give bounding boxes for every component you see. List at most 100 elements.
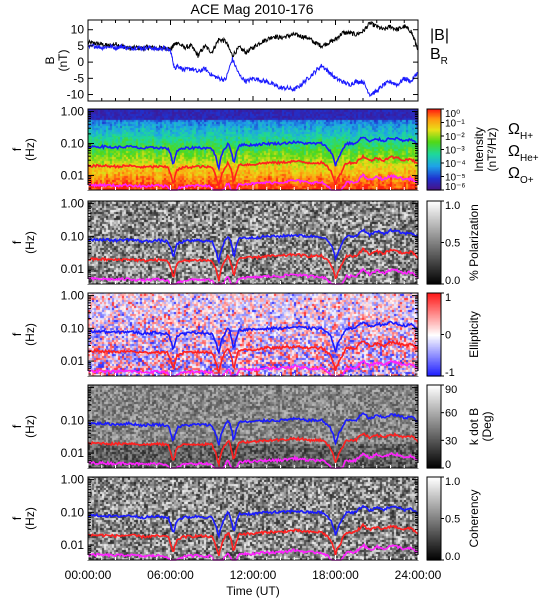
colorbar-cell: [427, 497, 441, 500]
colorbar-cell: [427, 319, 441, 322]
colorbar-cell: [427, 352, 441, 355]
colorbar-cell: [427, 168, 441, 171]
colorbar-cell: [427, 181, 441, 184]
colorbar-cell: [427, 180, 441, 183]
colorbar-cell: [427, 436, 441, 439]
colorbar-tick-label: 0.5: [445, 514, 460, 526]
colorbar-cell: [427, 313, 441, 316]
y-tick-label: 0.10: [61, 505, 85, 519]
colorbar-cell: [427, 308, 441, 311]
colorbar-cell: [427, 323, 441, 326]
colorbar-cell: [427, 344, 441, 347]
colorbar-cell: [427, 121, 441, 124]
colorbar-cell: [427, 397, 441, 400]
h-plus-cyclotron-line: [87, 320, 419, 356]
colorbar-cell: [427, 441, 441, 444]
colorbar-cell: [427, 362, 441, 365]
colorbar-cell: [427, 217, 441, 220]
colorbar-cell: [427, 173, 441, 176]
colorbar-cell: [427, 342, 441, 345]
colorbar-cell: [427, 540, 441, 543]
colorbar-cell: [427, 271, 441, 274]
colorbar-cell: [427, 402, 441, 405]
colorbar-cell: [427, 114, 441, 117]
colorbar-cell: [427, 478, 441, 481]
y-tick-label: 0.01: [61, 446, 85, 460]
colorbar-tick-label: 60: [445, 408, 457, 420]
he-plus-cyclotron-line: [87, 432, 419, 468]
colorbar-cell: [427, 393, 441, 396]
colorbar-cell: [427, 353, 441, 356]
colorbar-cell: [427, 202, 441, 205]
colorbar-cell: [427, 518, 441, 521]
colorbar-cell: [427, 209, 441, 212]
colorbar-cell: [427, 205, 441, 208]
colorbar-cell: [427, 172, 441, 175]
colorbar-cell: [427, 295, 441, 298]
colorbar-cell: [427, 537, 441, 540]
colorbar-cell: [427, 130, 441, 133]
colorbar-tick-label: 10⁻⁶: [445, 182, 466, 193]
colorbar-tick-label: 1.0: [445, 476, 460, 488]
colorbar-cell: [427, 407, 441, 410]
colorbar-cell: [427, 548, 441, 551]
colorbar-cell: [427, 345, 441, 348]
y-tick-label: 1.00: [61, 473, 85, 487]
colorbar-cell: [427, 543, 441, 546]
colorbar-cell: [427, 522, 441, 525]
colorbar-cell: [427, 334, 441, 337]
colorbar-cell: [427, 425, 441, 428]
colorbar-cell: [427, 160, 441, 163]
y-tick-label: 1.00: [61, 197, 85, 211]
colorbar-tick-label: 10⁻⁴: [445, 159, 466, 170]
colorbar-cell: [427, 109, 441, 111]
colorbar-cell: [427, 248, 441, 251]
colorbar-cell: [427, 156, 441, 159]
colorbar-cell: [427, 450, 441, 452]
colorbar-cell: [427, 454, 441, 457]
colorbar: 90 60 30 0 k dot B(Deg): [426, 384, 494, 471]
colorbar-cell: [427, 437, 441, 440]
colorbar-cell: [427, 154, 441, 157]
y-tick-label: 1.00: [61, 289, 85, 303]
colorbar-cell: [427, 327, 441, 330]
colorbar-cell: [427, 149, 441, 152]
colorbar-cell: [427, 239, 441, 242]
colorbar-cell: [427, 293, 441, 295]
colorbar-cell: [427, 363, 441, 366]
colorbar-cell: [427, 333, 441, 336]
colorbar-cell: [427, 486, 441, 489]
colorbar-tick-label: 0.0: [445, 551, 460, 563]
colorbar-cell: [427, 150, 441, 153]
colorbar-cell: [427, 504, 441, 507]
colorbar-cell: [427, 213, 441, 216]
colorbar-cell: [427, 452, 441, 455]
x-tick-label: 24:00:00: [395, 568, 442, 582]
colorbar-cell: [427, 223, 441, 226]
colorbar-cell: [427, 547, 441, 550]
colorbar-frame: [426, 384, 442, 469]
colorbar-cell: [427, 447, 441, 450]
colorbar-cell: [427, 324, 441, 327]
colorbar-tick-label: 10⁻³: [445, 146, 465, 157]
colorbar-cell: [427, 134, 441, 137]
colorbar-cell: [427, 275, 441, 278]
colorbar-cell: [427, 366, 441, 369]
x-tick-label: 00:00:00: [65, 568, 112, 582]
spectrogram-image: [88, 109, 418, 190]
colorbar-tick-label: 0: [445, 459, 451, 471]
colorbar-cell: [427, 136, 441, 138]
colorbar-cell: [427, 546, 441, 549]
colorbar-cell: [427, 312, 441, 315]
spectrogram-panel-4: 0.10 0.01 f(Hz) 90 60 30 0 k dot B(Deg): [10, 384, 494, 471]
colorbar-cell: [427, 493, 441, 496]
colorbar-cell: [427, 459, 441, 462]
colorbar-cell: [427, 477, 441, 479]
colorbar-cell: [427, 142, 441, 145]
colorbar-cell: [427, 494, 441, 497]
colorbar-cell: [427, 234, 441, 237]
colorbar-cell: [427, 127, 441, 130]
colorbar-cell: [427, 256, 441, 259]
